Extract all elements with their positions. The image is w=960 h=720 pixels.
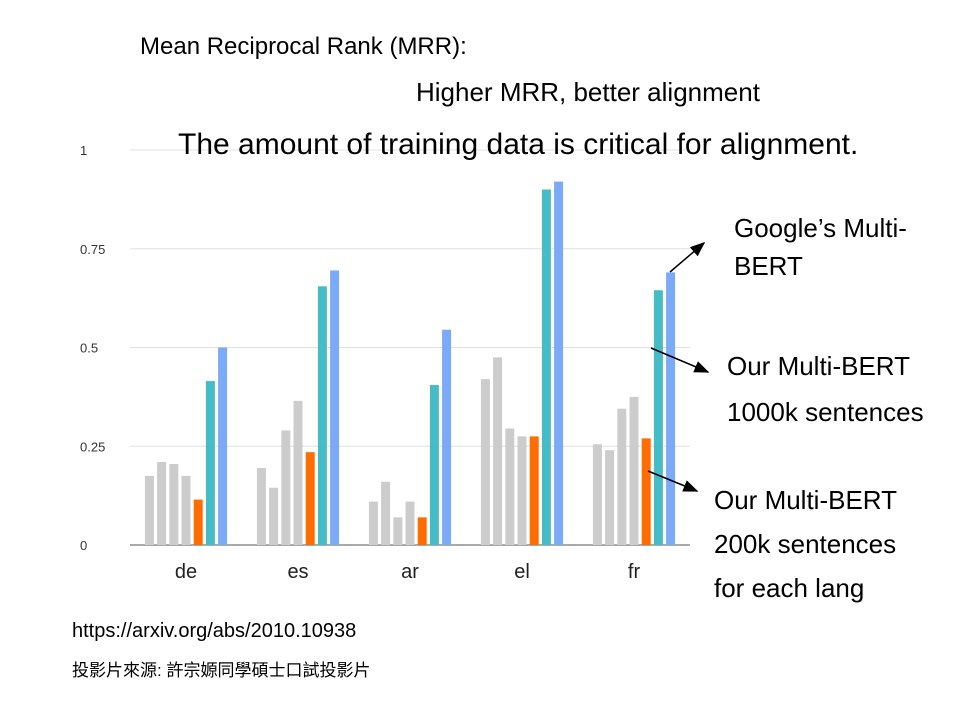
bar-es-gray bbox=[293, 400, 303, 545]
bar-es-gray bbox=[281, 430, 291, 545]
bar-el-our_1000k bbox=[541, 189, 551, 545]
bar-el-gray bbox=[505, 428, 515, 545]
annotation-line: Our Multi-BERT bbox=[727, 351, 910, 381]
bar-de-gray bbox=[144, 475, 154, 545]
bar-el-gray bbox=[493, 357, 503, 545]
bar-de-gray bbox=[157, 462, 167, 545]
bar-el-gray bbox=[517, 436, 527, 545]
bar-ar-our_1000k bbox=[429, 385, 439, 545]
bar-fr-our_1000k bbox=[653, 290, 663, 545]
bar-el-gray bbox=[480, 379, 490, 545]
bar-de-gray bbox=[169, 464, 179, 545]
source-credit: 投影片來源: 許宗嫄同學碩士口試投影片 bbox=[72, 661, 371, 680]
y-axis-ticks: 0 0.25 0.5 0.75 1 bbox=[80, 143, 105, 553]
bar-es-gray bbox=[269, 487, 279, 545]
annotation-line: 200k sentences bbox=[714, 529, 897, 559]
bar-fr-gray bbox=[629, 396, 639, 545]
bar-fr-our_200k bbox=[641, 438, 651, 545]
y-tick-label: 0.25 bbox=[80, 439, 105, 454]
bar-de-google bbox=[218, 347, 228, 545]
bar-es-google bbox=[330, 270, 340, 545]
bar-ar-google bbox=[442, 329, 452, 545]
bar-ar-gray bbox=[393, 517, 403, 545]
annotation-line: Google’s Multi- bbox=[734, 213, 907, 243]
annotation-line: Our Multi-BERT bbox=[714, 485, 897, 515]
bar-el-our_200k bbox=[529, 436, 539, 545]
y-tick-label: 0 bbox=[80, 538, 87, 553]
bar-fr-gray bbox=[617, 408, 627, 545]
bar-ar-our_200k bbox=[417, 517, 427, 545]
x-category-label: de bbox=[175, 561, 197, 583]
bar-de-gray bbox=[181, 475, 191, 545]
bar-de-our_200k bbox=[193, 499, 203, 545]
bar-de-our_1000k bbox=[205, 381, 215, 545]
annotation-google-multi-bert: Google’s Multi- BERT bbox=[734, 209, 907, 285]
x-category-label: es bbox=[287, 561, 308, 583]
annotation-line: for each lang bbox=[714, 573, 865, 603]
slide-subtitle: Higher MRR, better alignment bbox=[416, 77, 760, 107]
arrow-google bbox=[669, 242, 706, 273]
x-axis-categories: de es ar el fr bbox=[175, 561, 641, 583]
x-category-label: el bbox=[514, 561, 530, 583]
bar-es-our_200k bbox=[305, 452, 315, 545]
bar-fr-gray bbox=[592, 444, 602, 545]
bar-fr-google bbox=[666, 272, 676, 545]
arrow-our-200k bbox=[647, 470, 699, 492]
headline: The amount of training data is critical … bbox=[178, 128, 859, 161]
x-category-label: ar bbox=[401, 561, 419, 583]
annotation-our-multi-bert-200k: Our Multi-BERT 200k sentences for each l… bbox=[714, 478, 897, 610]
bar-ar-gray bbox=[368, 501, 378, 545]
arrow-our-1000k bbox=[650, 347, 710, 373]
annotation-arrows bbox=[647, 242, 710, 492]
annotation-line: BERT bbox=[734, 251, 803, 281]
bar-es-gray bbox=[256, 467, 266, 545]
bar-fr-gray bbox=[605, 450, 615, 545]
annotation-line: 1000k sentences bbox=[727, 397, 924, 427]
x-category-label: fr bbox=[628, 561, 641, 583]
y-tick-label: 1 bbox=[80, 143, 87, 158]
bar-ar-gray bbox=[405, 501, 415, 545]
bar-ar-gray bbox=[381, 481, 391, 545]
annotation-our-multi-bert-1000k: Our Multi-BERT 1000k sentences bbox=[727, 343, 924, 435]
slide-title: Mean Reciprocal Rank (MRR): bbox=[140, 33, 467, 60]
y-tick-label: 0.5 bbox=[80, 341, 98, 356]
y-tick-label: 0.75 bbox=[80, 242, 105, 257]
source-url: https://arxiv.org/abs/2010.10938 bbox=[72, 620, 357, 642]
bars bbox=[144, 181, 676, 545]
bar-el-google bbox=[554, 181, 564, 545]
bar-es-our_1000k bbox=[317, 286, 327, 545]
